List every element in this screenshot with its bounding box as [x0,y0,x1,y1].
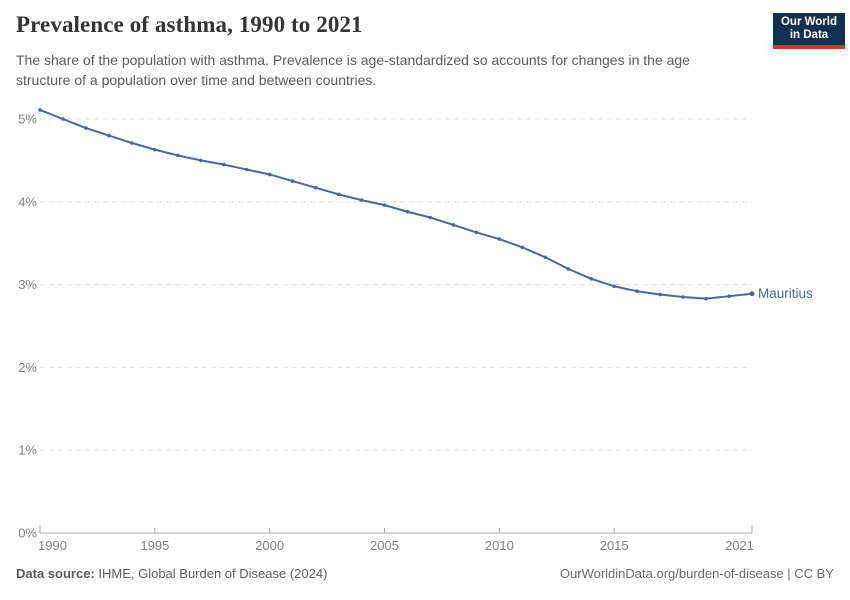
data-source: Data source: IHME, Global Burden of Dise… [16,566,327,581]
x-tick-label: 2005 [370,538,399,553]
data-point [727,294,731,298]
data-point [290,179,295,183]
data-point [497,237,502,241]
y-tick-label: 2% [18,360,37,375]
data-point [704,296,708,301]
data-point [130,141,134,145]
page-title: Prevalence of asthma, 1990 to 2021 [16,12,363,37]
data-point [566,267,571,271]
data-point [84,126,88,130]
owid-logo-line1: Our World [780,16,837,28]
x-tick-label: 2021 [725,538,754,553]
y-tick-label: 0% [18,526,37,541]
y-tick-label: 4% [18,194,37,209]
data-source-text: IHME, Global Burden of Disease (2024) [94,566,328,581]
data-point [153,147,157,152]
data-point [313,185,318,190]
data-point [658,292,662,297]
data-point [267,172,272,177]
data-point [244,167,249,172]
x-tick-label: 2010 [485,538,514,553]
data-point [589,277,594,281]
data-point [38,108,42,112]
data-point [612,284,616,289]
data-point [382,203,387,207]
data-point [107,133,111,138]
owid-logo: Our World in Data [773,13,845,49]
data-point [681,295,685,299]
x-tick-label: 2000 [255,538,284,553]
y-tick-label: 1% [18,443,37,458]
x-tick-label: 2015 [600,538,629,553]
data-point [474,230,479,235]
data-point [359,198,364,202]
chart-subtitle: The share of the population with asthma.… [16,52,690,88]
data-point [543,255,548,260]
chart-footer: Data source: IHME, Global Burden of Dise… [16,566,834,581]
y-tick-label: 3% [18,277,37,292]
series-line [39,108,753,300]
owid-logo-line2: in Data [789,29,829,41]
license-link[interactable]: OurWorldinData.org/burden-of-disease | C… [559,566,834,581]
x-tick-label: 1995 [140,538,169,553]
data-source-label: Data source: [16,566,95,581]
data-point [221,162,226,167]
data-point [176,153,180,158]
data-point [749,291,755,297]
data-point [451,223,456,227]
data-point [198,158,203,163]
data-point [336,192,341,197]
y-tick-label: 5% [18,112,37,127]
data-point [520,245,525,250]
x-tick-label: 1990 [38,538,67,553]
data-point [405,209,410,214]
entity-label: Mauritius [758,286,813,301]
data-point [428,215,433,220]
data-point [61,117,65,121]
data-point [635,289,639,294]
